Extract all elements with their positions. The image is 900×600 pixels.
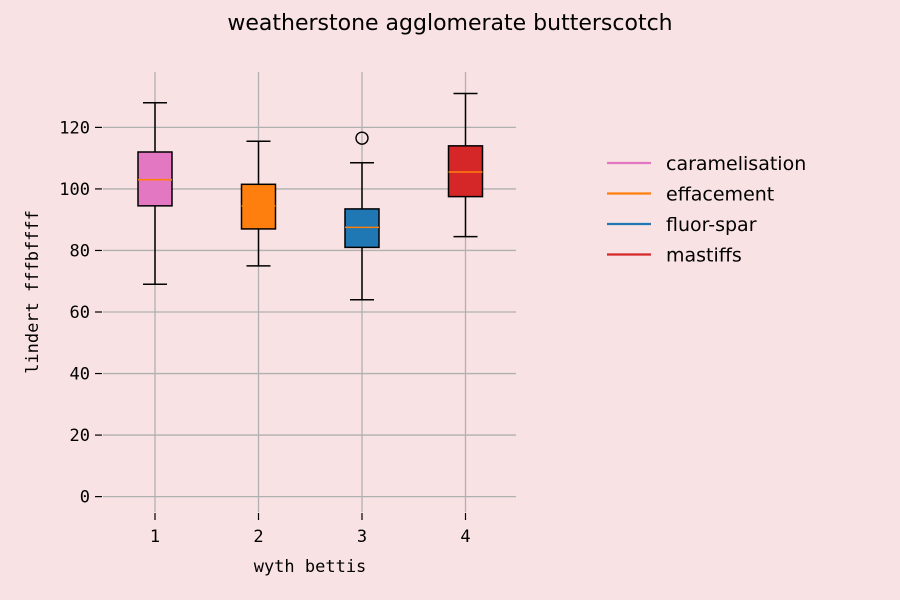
legend-item: fluor-spar: [607, 214, 757, 236]
legend-label: fluor-spar: [666, 214, 757, 236]
x-tick-label: 3: [357, 527, 367, 547]
legend-item: effacement: [607, 184, 774, 206]
x-tick-label: 1: [150, 527, 160, 547]
x-axis: 1 2 3 4: [150, 513, 471, 547]
grid: [103, 72, 516, 512]
x-axis-label: wyth bettis: [254, 557, 367, 577]
y-tick-label: 100: [59, 180, 90, 200]
legend-label: caramelisation: [666, 153, 806, 175]
legend-label: effacement: [666, 184, 774, 206]
legend: caramelisation effacement fluor-spar mastif…: [607, 153, 806, 267]
chart-title: weatherstone agglomerate butterscotch: [227, 11, 672, 36]
y-tick-label: 120: [59, 118, 90, 138]
x-tick-label: 4: [460, 527, 470, 547]
y-tick-label: 80: [70, 241, 90, 261]
legend-item: mastiffs: [607, 245, 742, 267]
box-effacement: [240, 140, 277, 267]
boxes: [137, 92, 484, 301]
box-caramelisation: [137, 102, 173, 286]
y-tick-label: 60: [70, 303, 90, 323]
box-fluor-spar: [344, 131, 380, 301]
legend-item: caramelisation: [607, 153, 806, 175]
y-tick-label: 0: [80, 488, 90, 508]
outlier-point: [355, 131, 369, 145]
y-axis: 0 20 40 60 80 100 120: [59, 118, 102, 508]
y-axis-label: lindert fffbffff: [23, 210, 43, 374]
box-mastiffs: [447, 92, 484, 238]
legend-label: mastiffs: [666, 245, 742, 267]
y-tick-label: 40: [70, 365, 90, 385]
y-tick-label: 20: [70, 426, 90, 446]
x-tick-label: 2: [253, 527, 263, 547]
